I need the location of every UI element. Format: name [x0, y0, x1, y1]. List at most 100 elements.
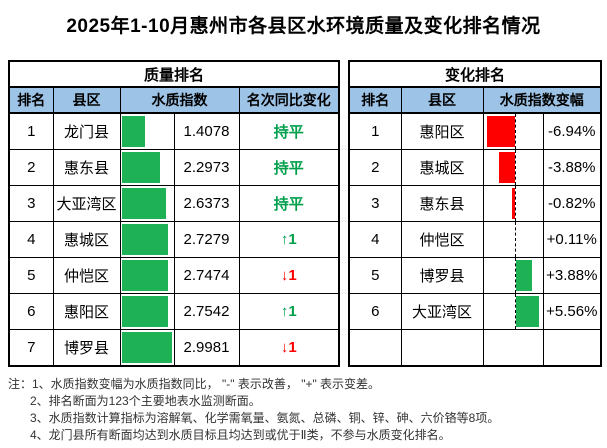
quality-district-cell: 博罗县	[52, 329, 121, 367]
quality-index-value-cell: 2.2973	[173, 149, 240, 186]
change-ranking-table: 变化排名 排名 县区 水质指数变幅 1 惠阳区 -6.94% 2 惠城区 -3.…	[348, 60, 603, 367]
change-data-bar	[511, 188, 515, 219]
quality-index-data-bar	[121, 116, 145, 147]
change-bar-cell	[482, 149, 544, 186]
quality-index-data-bar	[121, 260, 168, 291]
quality-rank-change-header: 名次同比变化	[238, 86, 340, 114]
quality-rank-change-cell: 持平	[238, 112, 340, 150]
change-bar-area	[484, 258, 542, 293]
quality-index-value-cell: 2.7279	[173, 221, 240, 258]
change-table-empty-row	[348, 329, 602, 367]
quality-index-bar-cell	[119, 257, 175, 294]
change-rank-cell: 1	[348, 112, 402, 150]
change-pct-cell: +5.56%	[542, 293, 602, 330]
change-table-title: 变化排名	[348, 60, 602, 88]
quality-district-cell: 惠阳区	[52, 293, 121, 330]
change-data-bar	[486, 116, 515, 147]
empty-cell	[348, 329, 402, 367]
footnotes: 注：1、水质指数变幅为水质指数同比， "-" 表示改善， "+" 表示变差。 2…	[8, 376, 600, 444]
quality-rank-change-cell: ↑1	[238, 293, 340, 330]
quality-rank-cell: 4	[8, 221, 54, 258]
change-data-bar	[498, 152, 515, 183]
change-district-cell: 大亚湾区	[400, 293, 484, 330]
quality-table-body: 1 龙门县 1.4078 持平 2 惠东县 2.2973 持平 3 大亚湾区 2…	[8, 112, 340, 367]
quality-rank-change-cell: 持平	[238, 185, 340, 222]
change-pct-cell: -0.82%	[542, 185, 602, 222]
change-rank-cell: 2	[348, 149, 402, 186]
change-table-row: 1 惠阳区 -6.94%	[348, 112, 602, 150]
change-rank-cell: 6	[348, 293, 402, 330]
quality-index-bar-cell	[119, 329, 175, 367]
zero-axis-line	[514, 114, 516, 149]
quality-index-value-cell: 2.6373	[173, 185, 240, 222]
quality-table-row: 6 惠阳区 2.7542 ↑1	[8, 293, 340, 330]
quality-rank-change-cell: ↓1	[238, 257, 340, 294]
quality-index-data-bar	[121, 296, 168, 327]
change-table-row: 2 惠城区 -3.88%	[348, 149, 602, 186]
change-pct-cell: +3.88%	[542, 257, 602, 294]
quality-index-value-cell: 1.4078	[173, 112, 240, 150]
change-rank-header: 排名	[348, 86, 402, 114]
quality-rank-change-cell: 持平	[238, 149, 340, 186]
quality-index-data-bar	[121, 224, 168, 255]
change-district-cell: 惠城区	[400, 149, 484, 186]
footnote-4: 4、龙门县所有断面均达到水质目标且均达到或优于Ⅱ类，不参与水质变化排名。	[30, 428, 451, 442]
footnote-1: 注：1、水质指数变幅为水质指数同比， "-" 表示改善， "+" 表示变差。	[8, 377, 381, 391]
change-district-cell: 惠东县	[400, 185, 484, 222]
quality-table-row: 3 大亚湾区 2.6373 持平	[8, 185, 340, 222]
quality-table-row: 1 龙门县 1.4078 持平	[8, 112, 340, 150]
quality-district-cell: 惠城区	[52, 221, 121, 258]
change-bar-area	[484, 186, 542, 221]
quality-district-cell: 大亚湾区	[52, 185, 121, 222]
change-bar-cell	[482, 293, 544, 330]
quality-index-data-bar	[121, 332, 172, 363]
quality-index-bar-cell	[119, 221, 175, 258]
quality-index-value-cell: 2.9981	[173, 329, 240, 367]
zero-axis-line	[514, 294, 516, 329]
change-data-bar	[515, 260, 532, 291]
change-rank-cell: 3	[348, 185, 402, 222]
quality-table-row: 7 博罗县 2.9981 ↓1	[8, 329, 340, 367]
quality-index-bar-cell	[119, 112, 175, 150]
quality-index-data-bar	[121, 188, 166, 219]
quality-table-header-row: 排名 县区 水质指数 名次同比变化	[8, 86, 340, 114]
quality-index-header: 水质指数	[119, 86, 240, 114]
quality-district-cell: 龙门县	[52, 112, 121, 150]
quality-index-bar-cell	[119, 149, 175, 186]
change-table-row: 4 仲恺区 +0.11%	[348, 221, 602, 258]
empty-cell	[400, 329, 484, 367]
change-district-cell: 惠阳区	[400, 112, 484, 150]
quality-index-bar-cell	[119, 185, 175, 222]
quality-rank-change-cell: ↑1	[238, 221, 340, 258]
change-bar-area	[484, 294, 542, 329]
change-rank-cell: 4	[348, 221, 402, 258]
page-title: 2025年1-10月惠州市各县区水环境质量及变化排名情况	[66, 16, 541, 37]
change-table-row: 5 博罗县 +3.88%	[348, 257, 602, 294]
zero-axis-line	[514, 222, 516, 257]
quality-table-row: 2 惠东县 2.2973 持平	[8, 149, 340, 186]
quality-district-cell: 惠东县	[52, 149, 121, 186]
zero-axis-line	[514, 150, 516, 185]
change-district-header: 县区	[400, 86, 484, 114]
quality-rank-cell: 5	[8, 257, 54, 294]
quality-ranking-table: 质量排名 排名 县区 水质指数 名次同比变化 1 龙门县 1.4078 持平 2…	[8, 60, 341, 367]
change-bar-area	[484, 114, 542, 149]
change-bar-cell	[482, 112, 544, 150]
change-table-title-row: 变化排名	[348, 60, 602, 88]
quality-rank-cell: 7	[8, 329, 54, 367]
change-bar-cell	[482, 221, 544, 258]
change-bar-cell	[482, 257, 544, 294]
quality-district-cell: 仲恺区	[52, 257, 121, 294]
footnote-2: 2、排名断面为123个主要地表水监测断面。	[30, 394, 261, 408]
footnote-3: 3、水质指数计算指标为溶解氧、化学需氧量、氨氮、总磷、铜、锌、砷、六价铬等8项。	[30, 411, 500, 425]
quality-table-row: 4 惠城区 2.7279 ↑1	[8, 221, 340, 258]
change-table-header-row: 排名 县区 水质指数变幅	[348, 86, 602, 114]
change-table-row: 3 惠东县 -0.82%	[348, 185, 602, 222]
quality-table-title: 质量排名	[8, 60, 340, 88]
change-pct-cell: -6.94%	[542, 112, 602, 150]
change-rank-cell: 5	[348, 257, 402, 294]
zero-axis-line	[514, 186, 516, 221]
quality-rank-cell: 1	[8, 112, 54, 150]
quality-rank-header: 排名	[8, 86, 54, 114]
change-data-bar	[515, 296, 539, 327]
